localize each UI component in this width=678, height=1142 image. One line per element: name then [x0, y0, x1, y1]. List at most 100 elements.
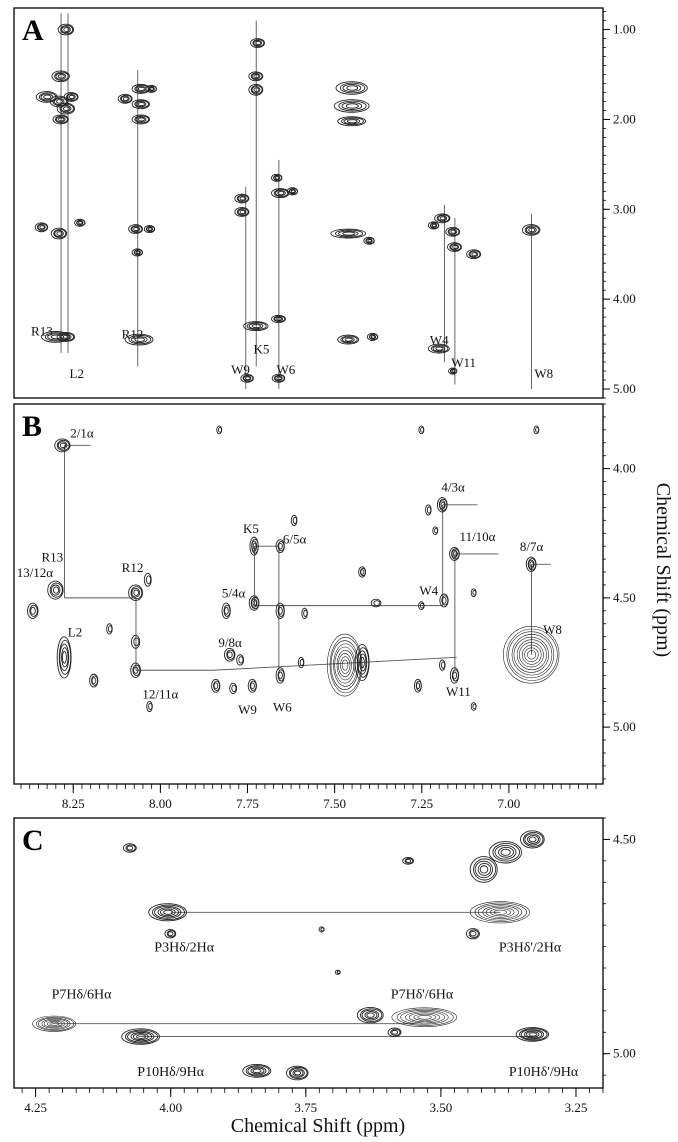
contour-peak	[447, 242, 462, 252]
contour-peak	[432, 526, 439, 535]
contour-ring	[238, 656, 244, 664]
contour-ring	[40, 93, 54, 101]
contour-ring	[135, 116, 147, 123]
contour-ring	[250, 85, 263, 95]
contour-ring	[136, 1034, 147, 1039]
contour-peak	[286, 1065, 309, 1081]
contour-ring	[224, 606, 229, 615]
panel-letter: C	[22, 824, 44, 857]
x-tick-label: 3.50	[430, 1100, 453, 1115]
contour-peak	[469, 901, 530, 924]
peak-label: W9	[238, 702, 257, 717]
contour-ring	[449, 243, 462, 251]
contour-ring	[498, 846, 514, 858]
contour-peak	[236, 654, 245, 666]
contour-ring	[441, 595, 449, 606]
contour-peak	[271, 188, 290, 199]
contour-peak	[249, 536, 259, 556]
contour-ring	[251, 540, 258, 552]
contour-peak	[358, 566, 367, 578]
contour-ring	[50, 227, 68, 240]
contour-peak	[449, 547, 460, 561]
contour-peak	[466, 249, 482, 260]
contour-ring	[250, 1067, 265, 1075]
contour-ring	[60, 24, 74, 35]
contour-peak	[49, 95, 69, 108]
contour-ring	[120, 94, 132, 103]
contour-ring	[78, 221, 83, 225]
contour-ring	[122, 843, 137, 853]
contour-ring	[250, 682, 255, 690]
contour-ring	[60, 333, 72, 340]
contour-ring	[520, 1029, 545, 1040]
contour-ring	[289, 188, 296, 194]
contour-ring	[250, 38, 265, 48]
contour-ring	[35, 91, 58, 103]
peak-label: R13	[31, 324, 53, 339]
contour-ring	[359, 656, 365, 669]
contour-ring	[523, 831, 544, 847]
contour-peak	[130, 634, 141, 649]
contour-ring	[274, 375, 283, 381]
contour-ring	[431, 223, 437, 228]
contour-ring	[135, 250, 141, 255]
contour-ring	[396, 1008, 454, 1026]
contour-ring	[253, 87, 260, 93]
x-tick-label: 4.25	[24, 1100, 47, 1115]
contour-ring	[143, 572, 152, 587]
contour-ring	[130, 662, 141, 678]
contour-peak	[335, 81, 368, 95]
y-tick-label: 4.50	[613, 590, 636, 605]
contour-peak	[117, 93, 133, 104]
contour-peak	[425, 504, 432, 516]
peak-label: P3Hδ'/2Hα	[499, 941, 562, 956]
contour-ring	[128, 584, 144, 601]
contour-ring	[535, 427, 540, 433]
peak-label: P10Hδ/9Hα	[137, 1065, 204, 1080]
contour-ring	[329, 636, 362, 694]
contour-ring	[252, 542, 257, 550]
contour-ring	[252, 39, 265, 48]
contour-ring	[56, 331, 76, 342]
peak-label: P3Hδ/2Hα	[154, 941, 214, 956]
contour-ring	[408, 1012, 441, 1023]
contour-ring	[120, 95, 130, 102]
contour-peak	[234, 207, 250, 217]
contour-ring	[440, 661, 446, 669]
contour-ring	[511, 634, 553, 676]
contour-ring	[166, 930, 176, 938]
contour-peak	[465, 928, 480, 940]
contour-ring	[365, 238, 373, 244]
contour-peak	[370, 598, 382, 608]
contour-peak	[326, 633, 363, 697]
y-tick-label: 3.00	[613, 201, 636, 216]
panel-letter: B	[22, 410, 42, 443]
peak-label: R12	[122, 560, 144, 575]
contour-peak	[515, 1027, 550, 1042]
contour-ring	[500, 848, 511, 856]
contour-ring	[251, 86, 261, 94]
contour-ring	[63, 92, 79, 102]
peak-label: P7Hδ/6Hα	[52, 988, 112, 1003]
contour-ring	[60, 105, 72, 113]
contour-ring	[359, 653, 367, 672]
contour-ring	[292, 1069, 304, 1077]
contour-ring	[391, 1029, 399, 1035]
contour-peak	[271, 173, 283, 182]
contour-ring	[337, 116, 367, 127]
contour-ring	[246, 322, 267, 331]
peak-label: W11	[451, 355, 476, 370]
contour-peak	[445, 226, 461, 237]
contour-ring	[247, 1066, 267, 1076]
contour-ring	[521, 224, 541, 236]
contour-ring	[250, 72, 263, 81]
contour-ring	[68, 94, 75, 99]
contour-ring	[477, 863, 492, 876]
contour-ring	[44, 332, 68, 342]
contour-ring	[125, 844, 136, 852]
contour-peak	[243, 321, 269, 332]
contour-ring	[63, 334, 70, 339]
contour-ring	[367, 239, 372, 243]
contour-ring	[131, 99, 150, 110]
contour-ring	[137, 117, 145, 122]
